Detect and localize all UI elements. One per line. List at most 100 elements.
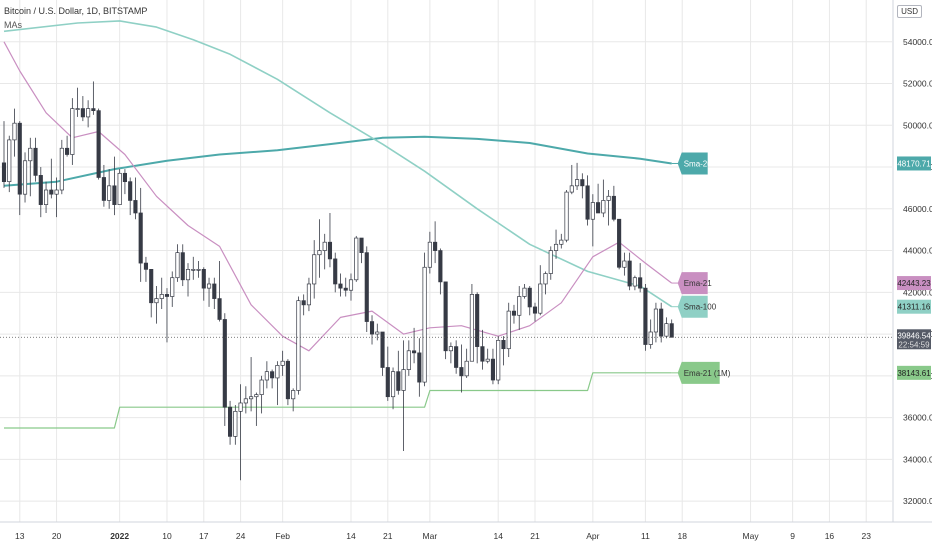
candle-body bbox=[122, 172, 127, 183]
candle-body bbox=[243, 398, 248, 404]
candle-body bbox=[417, 352, 422, 383]
countdown-label: 22:54:59 bbox=[898, 340, 930, 349]
candle-body bbox=[75, 108, 80, 110]
price-tick-label: 32000.00 bbox=[903, 496, 932, 506]
candle-body bbox=[86, 108, 91, 118]
candle-body bbox=[322, 241, 327, 251]
candle-body bbox=[233, 410, 238, 437]
candle-body bbox=[427, 241, 432, 268]
price-tick-label: 46000.00 bbox=[903, 204, 932, 214]
candle-body bbox=[601, 200, 606, 214]
candle-body bbox=[401, 369, 406, 391]
candle-body bbox=[653, 308, 658, 333]
candle-body bbox=[327, 241, 333, 260]
candle-body bbox=[212, 283, 217, 299]
price-tick-label: 54000.00 bbox=[903, 37, 932, 47]
series-tag-label: Sma-200 bbox=[684, 159, 717, 168]
candle-body bbox=[133, 200, 138, 214]
candle-body bbox=[364, 252, 369, 322]
price-tag-ema21_1m bbox=[897, 365, 931, 380]
price-tag-sma200 bbox=[897, 156, 931, 171]
candle-body bbox=[480, 346, 485, 362]
candle-body bbox=[385, 367, 390, 398]
candle-body bbox=[249, 396, 254, 400]
candle-body bbox=[469, 294, 474, 362]
time-tick-label: 21 bbox=[383, 531, 393, 541]
candle-body bbox=[548, 250, 553, 274]
time-tick-label: 14 bbox=[493, 531, 503, 541]
candle-body bbox=[454, 346, 459, 368]
time-tick-label: 21 bbox=[530, 531, 540, 541]
series-tag-ema21_1m[interactable] bbox=[677, 361, 720, 384]
series-tag-ema21[interactable] bbox=[677, 272, 708, 295]
candle-body bbox=[280, 360, 285, 366]
candle-body bbox=[1, 162, 7, 183]
price-tick-label: 34000.00 bbox=[903, 454, 932, 464]
candle-body bbox=[65, 147, 70, 155]
price-tag-label: 48170.71 bbox=[897, 159, 931, 168]
price-tick-label: 42000.00 bbox=[903, 287, 932, 297]
candle-body bbox=[44, 189, 49, 205]
candle-body bbox=[543, 273, 548, 285]
price-tag-ema21 bbox=[897, 276, 931, 291]
candle-body bbox=[333, 258, 338, 285]
candle-body bbox=[448, 346, 453, 352]
candle-body bbox=[485, 358, 490, 362]
candle-body bbox=[433, 241, 438, 251]
candle-body bbox=[217, 298, 222, 320]
time-tick-label: 2022 bbox=[110, 531, 129, 541]
candle-body bbox=[180, 252, 185, 281]
candle-body bbox=[553, 243, 559, 251]
candle-body bbox=[527, 287, 532, 308]
time-tick-label: 18 bbox=[677, 531, 687, 541]
series-tag-sma200[interactable] bbox=[677, 152, 708, 175]
candle-body bbox=[622, 260, 627, 268]
candle-body bbox=[306, 283, 311, 306]
candle-body bbox=[7, 139, 12, 183]
candle-body bbox=[422, 266, 427, 383]
candle-body bbox=[254, 394, 259, 398]
candle-body bbox=[259, 379, 264, 395]
time-tick-label: 9 bbox=[790, 531, 795, 541]
time-tick-label: 11 bbox=[641, 531, 650, 541]
candle-body bbox=[222, 319, 227, 408]
candle-body bbox=[564, 191, 569, 241]
candle-body bbox=[532, 306, 538, 314]
candle-body bbox=[107, 185, 112, 201]
candle-body bbox=[149, 269, 154, 304]
candle-body bbox=[475, 294, 480, 347]
price-tag-label: 38143.61 bbox=[897, 369, 931, 378]
candle-body bbox=[369, 321, 375, 335]
candle-body bbox=[96, 110, 101, 178]
candle-body bbox=[611, 195, 616, 220]
candle-body bbox=[348, 279, 354, 291]
candle-body bbox=[22, 160, 28, 195]
price-tag-label: 42443.23 bbox=[897, 279, 931, 288]
price-tick-label: 52000.00 bbox=[903, 79, 932, 89]
candle-body bbox=[191, 269, 196, 271]
series-tag-sma100[interactable] bbox=[677, 295, 708, 318]
candle-body bbox=[228, 406, 233, 437]
candle-body bbox=[12, 122, 17, 141]
candle-body bbox=[128, 181, 133, 201]
candle-body bbox=[496, 339, 501, 381]
candle-body bbox=[638, 277, 643, 289]
candle-body bbox=[154, 298, 159, 304]
time-tick-label: 20 bbox=[52, 531, 62, 541]
candle-body bbox=[49, 189, 54, 195]
candle-body bbox=[464, 360, 469, 377]
currency-badge[interactable]: USD bbox=[897, 5, 922, 18]
candle-body bbox=[443, 281, 448, 352]
candle-body bbox=[338, 283, 343, 289]
candle-body bbox=[59, 147, 64, 191]
candle-body bbox=[175, 252, 180, 279]
indicator-label[interactable]: MAs bbox=[4, 20, 22, 30]
candle-body bbox=[606, 195, 611, 201]
candle-body bbox=[91, 108, 96, 112]
time-tick-label: 10 bbox=[162, 531, 172, 541]
candle-body bbox=[159, 294, 164, 299]
candle-body bbox=[170, 277, 175, 297]
candle-body bbox=[28, 147, 33, 162]
candle-body bbox=[490, 358, 496, 381]
